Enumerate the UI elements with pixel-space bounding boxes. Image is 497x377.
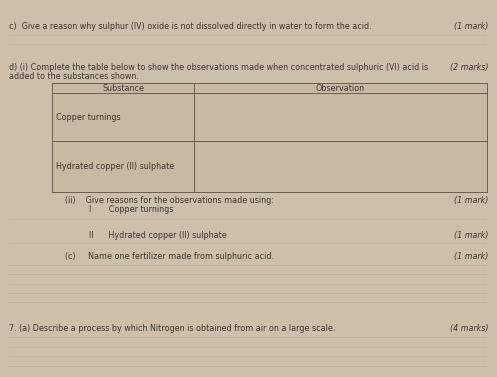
Text: added to the substances shown.: added to the substances shown. (9, 72, 139, 81)
Text: (2 marks): (2 marks) (450, 63, 488, 72)
Text: (1 mark): (1 mark) (454, 231, 488, 240)
Text: Substance: Substance (102, 84, 144, 93)
Bar (52, 83, 487, 192)
Text: Hydrated copper (II) sulphate: Hydrated copper (II) sulphate (56, 162, 174, 171)
Text: (1 mark): (1 mark) (454, 196, 488, 205)
Text: I       Copper turnings: I Copper turnings (89, 205, 174, 215)
Text: 7. (a) Describe a process by which Nitrogen is obtained from air on a large scal: 7. (a) Describe a process by which Nitro… (9, 324, 335, 333)
Text: (ii)    Give reasons for the observations made using:: (ii) Give reasons for the observations m… (65, 196, 273, 205)
Text: II      Hydrated copper (II) sulphate: II Hydrated copper (II) sulphate (89, 231, 227, 240)
Text: (1 mark): (1 mark) (454, 252, 488, 261)
Text: Observation: Observation (316, 84, 365, 93)
Text: d) (i) Complete the table below to show the observations made when concentrated : d) (i) Complete the table below to show … (9, 63, 428, 72)
Text: c)  Give a reason why sulphur (IV) oxide is not dissolved directly in water to f: c) Give a reason why sulphur (IV) oxide … (9, 22, 372, 31)
Text: (1 mark): (1 mark) (454, 22, 488, 31)
Text: (4 marks): (4 marks) (450, 324, 488, 333)
Text: Copper turnings: Copper turnings (56, 113, 121, 122)
Text: (c)     Name one fertilizer made from sulphuric acid.: (c) Name one fertilizer made from sulphu… (65, 252, 274, 261)
